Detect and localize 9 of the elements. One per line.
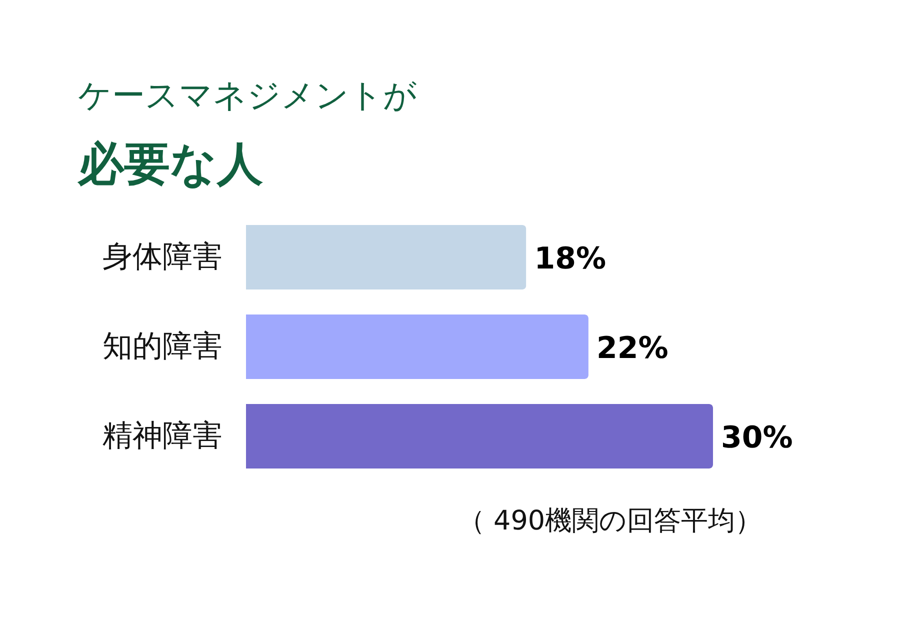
chart-title: ケースマネジメントが [78, 76, 417, 114]
y-tick-label: 知的障害 [102, 328, 222, 364]
y-tick-label: 身体障害 [102, 239, 222, 274]
y-tick-label: 精神障害 [102, 418, 222, 454]
data-label: 30% [721, 420, 793, 456]
data-label: 18% [534, 241, 606, 276]
chart-subtitle: 必要な人 [77, 136, 263, 190]
data-label: 22% [596, 330, 668, 366]
text: （ 490機関の回答平均） [458, 506, 762, 536]
